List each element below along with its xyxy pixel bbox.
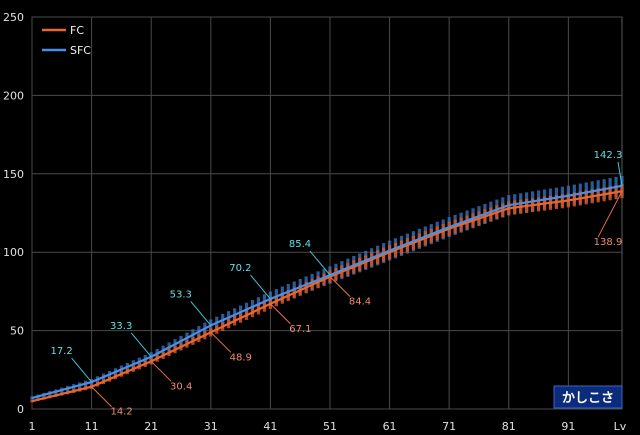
- sfc-annotation-label: 142.3: [594, 150, 623, 161]
- y-tick-label: 0: [17, 403, 24, 416]
- x-tick-label: 71: [442, 420, 456, 433]
- sfc-annotation-leader: [617, 161, 623, 186]
- fc-annotation-leader: [91, 386, 112, 408]
- sfc-annotation-leader: [309, 250, 331, 276]
- y-tick-label: 250: [3, 11, 24, 24]
- fc-annotation-leader: [210, 331, 232, 353]
- sfc-annotation-leader: [249, 274, 271, 300]
- sfc-annotation-leader: [190, 301, 212, 326]
- sfc-annotation-label: 53.3: [170, 289, 192, 300]
- series-line-fc: [31, 190, 623, 403]
- y-tick-label: 50: [10, 325, 24, 338]
- sfc-range-bar: [30, 396, 34, 400]
- fc-annotation-leader: [270, 303, 291, 325]
- stat-badge: かしこさ: [553, 385, 623, 409]
- x-axis-ticks: 1 11 21 31 41 51 61 71 81 91 Lv: [29, 420, 627, 433]
- fc-annotation-label: 84.4: [349, 297, 371, 308]
- grid-lines: [31, 16, 622, 410]
- x-tick-label: 1: [29, 420, 36, 433]
- legend-label-sfc: SFC: [70, 44, 91, 57]
- fc-annotation-leader: [329, 276, 351, 298]
- series-lines: [31, 184, 623, 403]
- sfc-annotation-label: 33.3: [110, 321, 132, 332]
- legend: FC SFC: [42, 24, 91, 57]
- legend-label-fc: FC: [70, 24, 84, 37]
- fc-annotation-label: 14.2: [110, 407, 132, 418]
- x-tick-label: 51: [323, 420, 337, 433]
- sfc-annotation-label: 70.2: [229, 263, 251, 274]
- sfc-annotation-leader: [130, 332, 152, 358]
- x-tick-label: 11: [85, 420, 99, 433]
- x-tick-label: 61: [383, 420, 397, 433]
- x-tick-label: 91: [561, 420, 575, 433]
- fc-annotation-label: 48.9: [230, 352, 252, 363]
- fc-annotation-leader: [150, 360, 172, 382]
- fc-annotation-leader: [597, 190, 623, 238]
- stat-badge-box: [553, 385, 623, 409]
- x-axis-label: Lv: [614, 420, 627, 433]
- fc-annotation-label: 67.1: [289, 324, 311, 335]
- x-tick-label: 41: [263, 420, 277, 433]
- y-tick-label: 150: [3, 168, 24, 181]
- stat-badge-label: かしこさ: [562, 391, 614, 406]
- y-tick-label: 100: [3, 246, 24, 259]
- x-tick-label: 21: [144, 420, 158, 433]
- series-line-sfc: [31, 184, 623, 400]
- fc-annotation-label: 138.9: [594, 237, 623, 248]
- sfc-annotation-label: 17.2: [50, 346, 72, 357]
- y-axis-ticks: 0 50 100 150 200 250: [3, 11, 24, 416]
- sfc-annotation-leader: [71, 357, 92, 383]
- value-annotations: 17.2 33.3 53.3 70.2 85.4 142.3 14.2 30.4 48.9 67.…: [50, 150, 623, 418]
- sfc-annotation-label: 85.4: [289, 239, 311, 250]
- x-tick-label: 81: [502, 420, 516, 433]
- fc-annotation-label: 30.4: [170, 381, 192, 392]
- x-tick-label: 31: [204, 420, 218, 433]
- y-tick-label: 200: [3, 89, 24, 102]
